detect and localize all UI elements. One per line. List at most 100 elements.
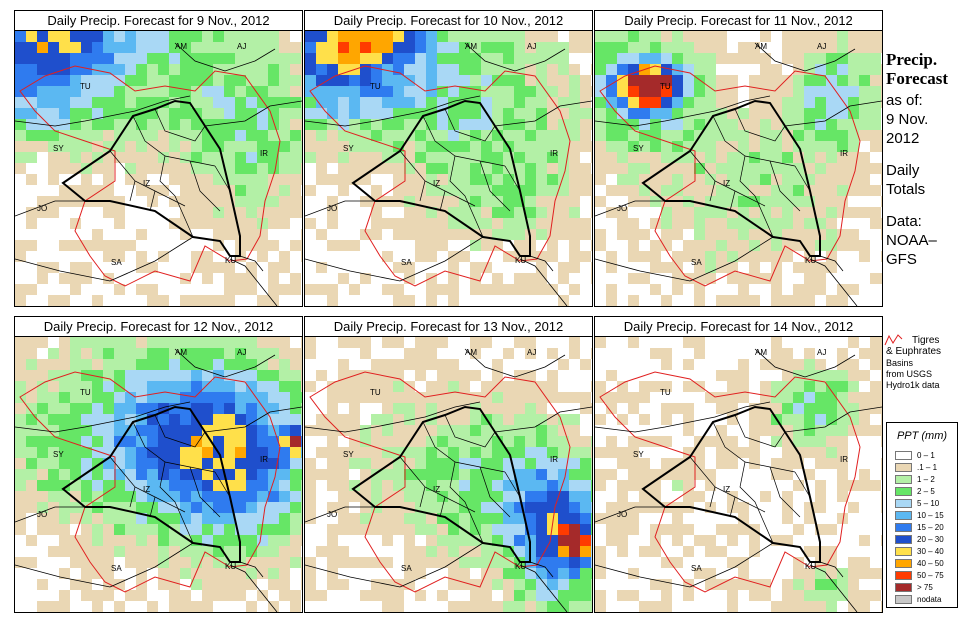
precip-cell bbox=[169, 86, 180, 97]
legend-item: 5 – 10 bbox=[895, 498, 957, 509]
precip-cell bbox=[158, 535, 169, 546]
precip-cell bbox=[716, 196, 727, 207]
precip-cell bbox=[470, 348, 481, 359]
precip-cell bbox=[536, 546, 547, 557]
precip-cell bbox=[848, 568, 859, 579]
precip-cell bbox=[569, 284, 580, 295]
precip-cell bbox=[371, 370, 382, 381]
country-boundary bbox=[595, 95, 771, 127]
precip-cell bbox=[147, 337, 158, 348]
forecast-panel-nov13: Daily Precip. Forecast for 13 Nov., 2012… bbox=[304, 316, 593, 613]
precip-cell bbox=[547, 229, 558, 240]
precip-cell bbox=[848, 185, 859, 196]
precip-cell bbox=[448, 251, 459, 262]
precip-cell bbox=[826, 207, 837, 218]
precip-cell bbox=[672, 31, 683, 42]
province-boundary bbox=[159, 155, 194, 238]
province-boundary bbox=[469, 125, 496, 142]
precip-cell bbox=[437, 524, 448, 535]
precip-cell bbox=[727, 75, 738, 86]
precip-cell bbox=[437, 75, 448, 86]
precip-cell bbox=[70, 119, 81, 130]
precip-cell bbox=[26, 491, 37, 502]
precip-cell bbox=[481, 381, 492, 392]
precip-cell bbox=[514, 458, 525, 469]
precip-cell bbox=[224, 403, 235, 414]
precip-cell bbox=[37, 370, 48, 381]
precip-cell bbox=[639, 108, 650, 119]
precip-cell bbox=[382, 458, 393, 469]
data-source-line2: NOAA– bbox=[886, 232, 937, 249]
precip-cell bbox=[382, 480, 393, 491]
precip-cell bbox=[382, 513, 393, 524]
precip-cell bbox=[191, 141, 202, 152]
precip-cell bbox=[470, 196, 481, 207]
precip-cell bbox=[202, 480, 213, 491]
precip-cell bbox=[246, 119, 257, 130]
precip-cell bbox=[628, 229, 639, 240]
precip-cell bbox=[591, 42, 592, 53]
precip-cell bbox=[716, 436, 727, 447]
precip-cell bbox=[26, 458, 37, 469]
precip-cell bbox=[382, 141, 393, 152]
precip-cell bbox=[804, 568, 815, 579]
precip-cell bbox=[114, 53, 125, 64]
precip-cell bbox=[301, 251, 302, 262]
precip-cell bbox=[213, 130, 224, 141]
precip-cell bbox=[870, 218, 881, 229]
precip-cell bbox=[246, 491, 257, 502]
precip-cell bbox=[782, 381, 793, 392]
precip-cell bbox=[547, 130, 558, 141]
precip-cell bbox=[580, 97, 591, 108]
precip-cell bbox=[136, 491, 147, 502]
province-boundary bbox=[399, 456, 476, 513]
precip-cell bbox=[382, 251, 393, 262]
precip-cell bbox=[639, 130, 650, 141]
precip-cell bbox=[301, 86, 302, 97]
precip-cell bbox=[426, 348, 437, 359]
country-boundary bbox=[519, 258, 568, 306]
precip-cell bbox=[705, 119, 716, 130]
precip-cell bbox=[114, 31, 125, 42]
precip-cell bbox=[547, 284, 558, 295]
precip-cell bbox=[881, 196, 882, 207]
precip-cell bbox=[459, 436, 470, 447]
precip-cell bbox=[393, 458, 404, 469]
precip-cell bbox=[481, 141, 492, 152]
precip-cell bbox=[492, 579, 503, 590]
precip-cell bbox=[257, 218, 268, 229]
precip-cell bbox=[404, 491, 415, 502]
precip-cell bbox=[694, 218, 705, 229]
iraq-border bbox=[61, 405, 241, 563]
precip-cell bbox=[437, 337, 448, 348]
precip-cell bbox=[492, 513, 503, 524]
precip-cell bbox=[224, 568, 235, 579]
precip-cell bbox=[716, 97, 727, 108]
precip-cell bbox=[224, 86, 235, 97]
precip-cell bbox=[639, 141, 650, 152]
precip-cell bbox=[716, 524, 727, 535]
precip-cell bbox=[650, 348, 661, 359]
precip-cell bbox=[92, 557, 103, 568]
precip-cell bbox=[15, 108, 26, 119]
precip-cell bbox=[525, 414, 536, 425]
precip-cell bbox=[503, 403, 514, 414]
precip-cell bbox=[448, 535, 459, 546]
precip-cell bbox=[169, 31, 180, 42]
legend-label: 50 – 75 bbox=[917, 571, 944, 580]
precip-cell bbox=[782, 240, 793, 251]
country-label-ir: IR bbox=[840, 455, 848, 464]
precip-cell bbox=[771, 392, 782, 403]
country-boundary bbox=[305, 542, 484, 588]
province-boundary bbox=[449, 155, 484, 238]
precip-cell bbox=[202, 141, 213, 152]
precip-cell bbox=[525, 218, 536, 229]
precip-cell bbox=[606, 370, 617, 381]
precip-cell bbox=[738, 152, 749, 163]
precip-cell bbox=[301, 436, 302, 447]
precip-cell bbox=[716, 119, 727, 130]
precip-cell bbox=[639, 163, 650, 174]
precip-cell bbox=[771, 273, 782, 284]
precip-cell bbox=[327, 381, 338, 392]
precip-cell bbox=[606, 86, 617, 97]
